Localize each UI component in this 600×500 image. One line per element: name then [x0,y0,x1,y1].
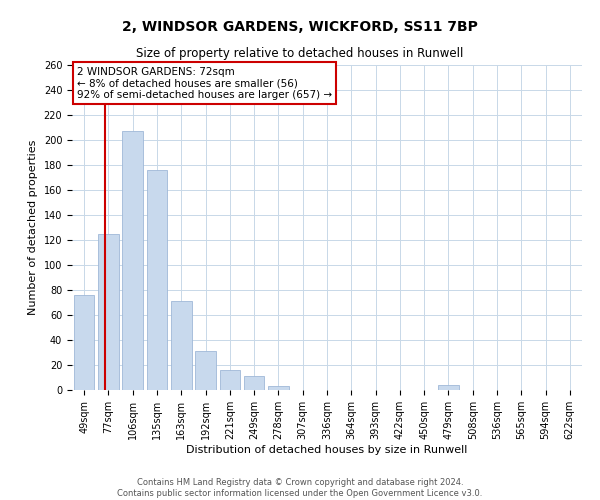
Bar [74,295,94,390]
Text: 2, WINDSOR GARDENS, WICKFORD, SS11 7BP: 2, WINDSOR GARDENS, WICKFORD, SS11 7BP [122,20,478,34]
Bar [438,385,459,390]
Text: Size of property relative to detached houses in Runwell: Size of property relative to detached ho… [136,48,464,60]
Bar [195,351,216,390]
Bar [98,234,119,390]
Text: 2 WINDSOR GARDENS: 72sqm
← 8% of detached houses are smaller (56)
92% of semi-de: 2 WINDSOR GARDENS: 72sqm ← 8% of detache… [77,66,332,100]
Text: Contains HM Land Registry data © Crown copyright and database right 2024.
Contai: Contains HM Land Registry data © Crown c… [118,478,482,498]
Bar [244,376,265,390]
Y-axis label: Number of detached properties: Number of detached properties [28,140,38,315]
Bar [171,301,191,390]
Bar [220,370,240,390]
Bar [268,386,289,390]
X-axis label: Distribution of detached houses by size in Runwell: Distribution of detached houses by size … [187,444,467,454]
Bar [146,170,167,390]
Bar [122,131,143,390]
